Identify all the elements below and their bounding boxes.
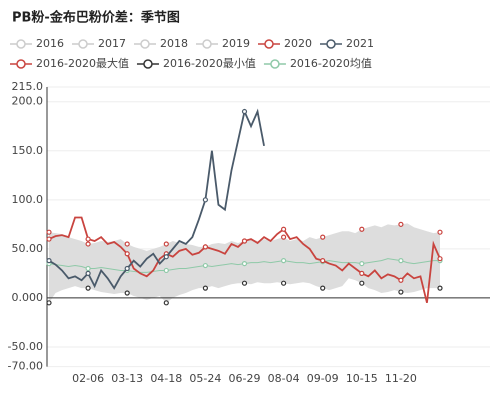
x-tick-label: 11-20 bbox=[385, 372, 417, 385]
y-tick-label: -70.00 bbox=[8, 360, 43, 373]
data-point bbox=[46, 229, 52, 235]
data-point bbox=[163, 267, 169, 274]
y-tick-label: 0.000 bbox=[12, 291, 44, 304]
data-point bbox=[124, 265, 130, 272]
data-point bbox=[398, 258, 404, 264]
data-point bbox=[85, 265, 91, 272]
y-tick-label: -50.00 bbox=[8, 340, 43, 353]
legend-label[interactable]: 2016 bbox=[36, 37, 64, 50]
legend-icon[interactable] bbox=[16, 59, 26, 69]
legend-icon[interactable] bbox=[264, 39, 274, 49]
legend-label[interactable]: 2021 bbox=[346, 37, 374, 50]
x-tick-label: 02-06 bbox=[72, 372, 104, 385]
legend-icon[interactable] bbox=[16, 39, 26, 49]
data-point bbox=[85, 270, 91, 276]
data-point bbox=[241, 260, 248, 267]
legend-label[interactable]: 2016-2020均值 bbox=[290, 57, 372, 70]
x-tick-label: 05-24 bbox=[189, 372, 221, 385]
data-point bbox=[85, 236, 91, 242]
legend-icon[interactable] bbox=[270, 59, 280, 69]
legend-icon[interactable] bbox=[326, 39, 336, 49]
data-point bbox=[359, 280, 365, 286]
legend-label[interactable]: 2020 bbox=[284, 37, 312, 50]
data-point bbox=[202, 285, 208, 291]
y-tick-label: 150.0 bbox=[12, 144, 44, 157]
data-point bbox=[241, 280, 248, 286]
data-point bbox=[46, 236, 52, 242]
data-point bbox=[359, 270, 365, 276]
data-point bbox=[241, 108, 248, 115]
legend-label[interactable]: 2016-2020最大值 bbox=[36, 56, 129, 70]
data-point bbox=[281, 258, 287, 264]
data-point bbox=[163, 254, 169, 260]
data-point bbox=[437, 229, 443, 235]
x-tick-label: 04-18 bbox=[150, 372, 182, 385]
data-point bbox=[281, 226, 287, 232]
y-tick-label: 50.00 bbox=[12, 242, 44, 255]
data-point bbox=[46, 258, 52, 264]
data-point bbox=[359, 226, 365, 232]
legend-label[interactable]: 2019 bbox=[222, 37, 250, 50]
data-point bbox=[85, 241, 91, 247]
data-point bbox=[85, 285, 91, 291]
data-point bbox=[46, 300, 52, 306]
data-point bbox=[398, 277, 404, 283]
data-point bbox=[124, 290, 130, 296]
data-point bbox=[163, 241, 169, 247]
y-tick-label: 200.0 bbox=[12, 95, 44, 108]
data-point bbox=[124, 241, 130, 247]
data-point bbox=[202, 262, 208, 269]
x-tick-label: 09-09 bbox=[307, 372, 339, 385]
data-point bbox=[163, 300, 169, 306]
legend-label[interactable]: 2017 bbox=[98, 37, 126, 50]
data-point bbox=[320, 234, 326, 240]
legend-icon[interactable] bbox=[202, 39, 212, 49]
data-point bbox=[437, 256, 443, 262]
series-line bbox=[48, 108, 265, 290]
data-point bbox=[281, 280, 287, 286]
data-point bbox=[124, 251, 130, 257]
x-tick-label: 03-13 bbox=[111, 372, 143, 385]
x-tick-label: 06-29 bbox=[229, 372, 261, 385]
y-tick-label: 215.0 bbox=[12, 80, 44, 93]
data-point bbox=[241, 238, 248, 244]
legend-label[interactable]: 2018 bbox=[160, 37, 188, 50]
data-point bbox=[398, 221, 404, 227]
legend-label[interactable]: 2016-2020最小值 bbox=[163, 57, 256, 70]
data-point bbox=[281, 234, 287, 240]
x-tick-label: 08-04 bbox=[268, 372, 300, 385]
data-point bbox=[359, 260, 365, 267]
legend-icon[interactable] bbox=[140, 39, 150, 49]
y-tick-label: 100.0 bbox=[12, 193, 44, 206]
data-point bbox=[202, 197, 208, 203]
data-point bbox=[320, 285, 326, 291]
data-point bbox=[398, 289, 404, 295]
x-tick-label: 10-15 bbox=[346, 372, 378, 385]
data-point bbox=[202, 244, 208, 250]
legend-icon[interactable] bbox=[143, 59, 153, 69]
data-point bbox=[320, 258, 326, 264]
chart-title: PB粉-金布巴粉价差：季节图 bbox=[12, 10, 180, 26]
legend-icon[interactable] bbox=[78, 39, 88, 49]
data-point bbox=[437, 285, 443, 291]
